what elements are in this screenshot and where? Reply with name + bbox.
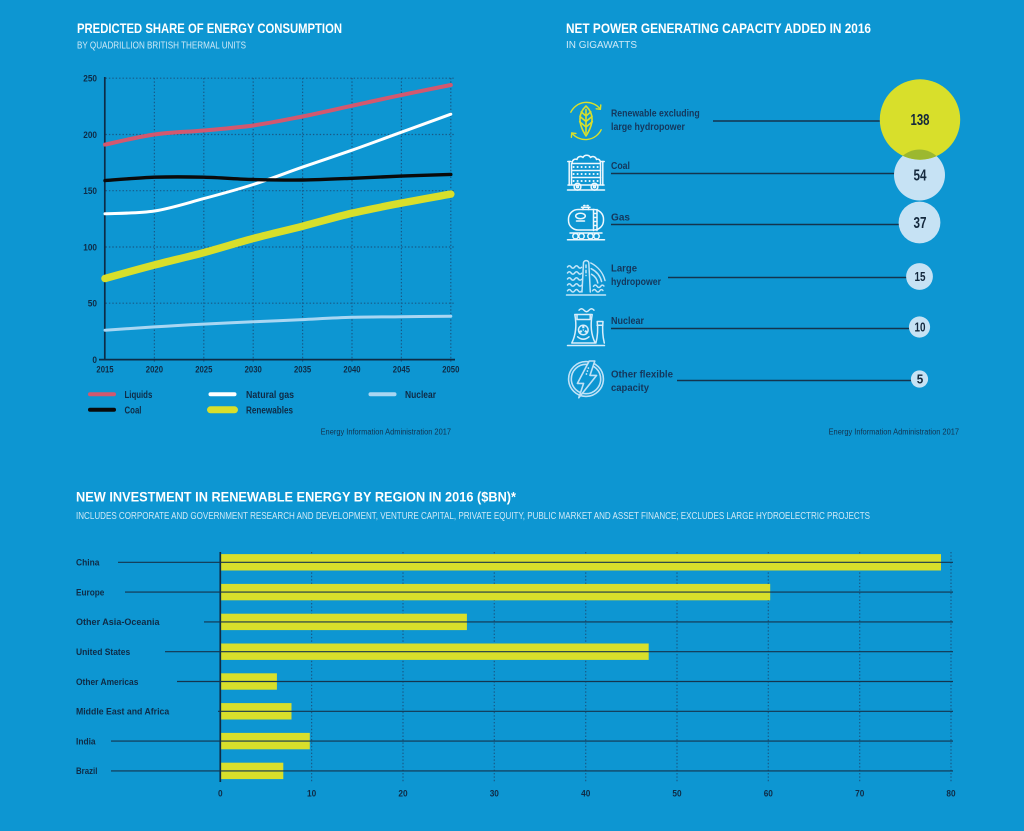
svg-text:15: 15 <box>915 269 926 284</box>
svg-text:Liquids: Liquids <box>125 389 153 401</box>
svg-text:30: 30 <box>490 789 499 799</box>
svg-text:250: 250 <box>83 74 97 84</box>
svg-text:150: 150 <box>83 186 97 196</box>
svg-text:Other Asia-Oceania: Other Asia-Oceania <box>76 617 160 628</box>
svg-text:INCLUDES CORPORATE AND GOVERNM: INCLUDES CORPORATE AND GOVERNMENT RESEAR… <box>76 511 870 522</box>
svg-text:2030: 2030 <box>245 364 262 374</box>
svg-text:China: China <box>76 558 100 569</box>
svg-text:Other Americas: Other Americas <box>76 677 138 688</box>
svg-text:54: 54 <box>914 168 927 185</box>
svg-text:Brazil: Brazil <box>76 766 97 777</box>
svg-text:Nuclear: Nuclear <box>405 389 436 401</box>
svg-text:70: 70 <box>855 789 864 799</box>
svg-text:hydropower: hydropower <box>611 276 661 288</box>
svg-text:Coal: Coal <box>611 160 630 172</box>
svg-text:37: 37 <box>914 215 927 232</box>
svg-text:40: 40 <box>581 789 590 799</box>
svg-text:Energy Information Administrat: Energy Information Administration 2017 <box>321 428 452 437</box>
svg-text:100: 100 <box>83 242 97 252</box>
svg-text:large hydropower: large hydropower <box>611 121 685 133</box>
svg-text:2050: 2050 <box>442 364 459 374</box>
svg-text:capacity: capacity <box>611 382 649 394</box>
svg-text:0: 0 <box>92 355 97 365</box>
svg-text:Large: Large <box>611 263 637 275</box>
svg-text:2035: 2035 <box>294 364 311 374</box>
svg-text:PREDICTED SHARE OF ENERGY CONS: PREDICTED SHARE OF ENERGY CONSUMPTION <box>77 20 342 36</box>
svg-text:BY QUADRILLION BRITISH THERMAL: BY QUADRILLION BRITISH THERMAL UNITS <box>77 41 246 52</box>
svg-text:2040: 2040 <box>343 364 360 374</box>
svg-text:2045: 2045 <box>393 364 410 374</box>
svg-text:50: 50 <box>672 789 681 799</box>
svg-text:Europe: Europe <box>76 587 104 598</box>
svg-text:60: 60 <box>764 789 773 799</box>
svg-text:80: 80 <box>946 789 955 799</box>
svg-text:2025: 2025 <box>195 364 212 374</box>
svg-text:10: 10 <box>307 789 316 799</box>
svg-text:Coal: Coal <box>125 405 142 417</box>
svg-text:Energy Information Administrat: Energy Information Administration 2017 <box>829 428 960 437</box>
svg-text:Renewables: Renewables <box>246 405 293 417</box>
svg-text:20: 20 <box>398 789 407 799</box>
svg-text:NEW INVESTMENT IN RENEWABLE EN: NEW INVESTMENT IN RENEWABLE ENERGY BY RE… <box>76 488 517 504</box>
svg-text:Natural gas: Natural gas <box>246 389 294 401</box>
svg-text:Middle East and Africa: Middle East and Africa <box>76 707 170 718</box>
svg-text:138: 138 <box>911 112 930 129</box>
svg-text:Nuclear: Nuclear <box>611 315 644 327</box>
svg-text:5: 5 <box>917 373 924 387</box>
svg-text:Renewable excluding: Renewable excluding <box>611 108 700 120</box>
svg-text:Other flexible: Other flexible <box>611 369 673 381</box>
svg-text:50: 50 <box>88 299 97 309</box>
svg-text:United States: United States <box>76 647 130 658</box>
svg-text:0: 0 <box>218 789 223 799</box>
svg-text:2020: 2020 <box>146 364 163 374</box>
svg-text:India: India <box>76 736 96 747</box>
svg-text:Gas: Gas <box>611 212 630 224</box>
svg-text:IN GIGAWATTS: IN GIGAWATTS <box>566 40 637 51</box>
svg-text:NET POWER GENERATING CAPACITY: NET POWER GENERATING CAPACITY ADDED IN 2… <box>566 20 871 36</box>
svg-text:2015: 2015 <box>96 364 113 374</box>
svg-text:10: 10 <box>915 320 926 335</box>
svg-text:200: 200 <box>83 130 97 140</box>
